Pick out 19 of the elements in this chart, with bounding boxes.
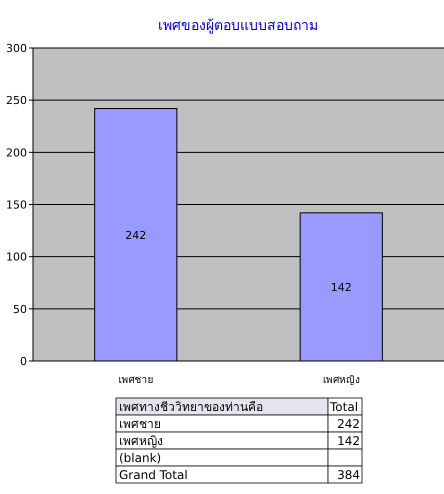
y-tick-label: 300	[6, 42, 27, 55]
text: Grand Total	[119, 468, 188, 482]
data-label: 142	[330, 280, 352, 294]
y-tick-label: 100	[6, 250, 27, 264]
text: 142	[337, 434, 360, 448]
data-label: 242	[125, 228, 146, 242]
category-label: เพศหญิง	[119, 434, 163, 448]
text: เพศทางชีววิทยาของท่านคือ	[119, 400, 263, 414]
text: (blank)	[119, 451, 162, 465]
text: 384	[337, 468, 360, 482]
text: 242	[337, 417, 360, 431]
y-tick-label: 50	[13, 302, 27, 316]
category-label: เพศชาย	[119, 417, 161, 431]
text: Total	[329, 400, 358, 414]
y-tick-label: 200	[6, 146, 27, 160]
y-tick-label: 150	[6, 198, 27, 212]
y-tick-label: 0	[20, 355, 27, 368]
chart-title: เพศของผู้ตอบแบบสอบถาม	[158, 18, 318, 34]
y-tick-label: 250	[6, 94, 27, 108]
